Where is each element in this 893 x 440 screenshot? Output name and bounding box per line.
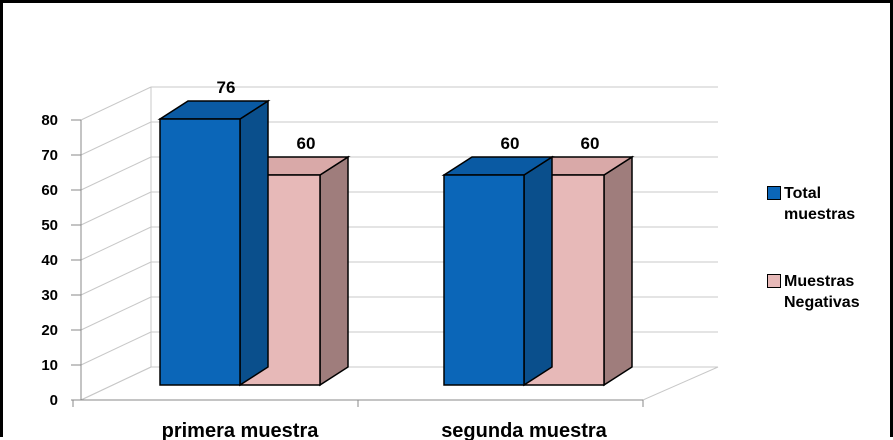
bar-side-face bbox=[523, 155, 553, 387]
gridline bbox=[80, 86, 152, 121]
data-label: 60 bbox=[297, 134, 316, 153]
bar-segunda-muestra-total-muestras bbox=[441, 155, 555, 387]
bar-side-face bbox=[603, 155, 633, 387]
bar-chart: 0 10 20 30 40 50 60 70 80 60 76 60 60 primera muest… bbox=[41, 78, 719, 440]
legend-swatch-total bbox=[767, 186, 781, 200]
gridline bbox=[80, 191, 152, 226]
data-label: 76 bbox=[217, 78, 236, 97]
bar-front-face bbox=[443, 174, 525, 386]
bar-primera-muestra-total-muestras bbox=[157, 99, 271, 387]
legend-label-line: Total bbox=[784, 185, 822, 202]
y-tick-label: 50 bbox=[41, 217, 58, 234]
gridline bbox=[80, 226, 152, 261]
gridline bbox=[80, 296, 152, 331]
data-label: 60 bbox=[501, 134, 520, 153]
y-tick-label: 20 bbox=[41, 322, 58, 339]
y-tick-label: 0 bbox=[50, 392, 58, 409]
y-tick-label: 30 bbox=[41, 287, 58, 304]
bar-front-face bbox=[159, 118, 241, 386]
x-axis-labels: primera muestra segunda muestra bbox=[162, 420, 608, 440]
y-tick-label: 60 bbox=[41, 182, 58, 199]
bar-side-face bbox=[239, 99, 269, 387]
gridline bbox=[80, 366, 152, 401]
bar-side-face bbox=[319, 155, 349, 387]
legend-swatch-negativas bbox=[767, 274, 781, 288]
legend-label-line: muestras bbox=[784, 206, 856, 223]
bars bbox=[157, 99, 635, 387]
y-tick-label: 10 bbox=[41, 357, 58, 374]
y-tick-label: 80 bbox=[41, 112, 58, 129]
legend-label-line: Negativas bbox=[784, 294, 860, 311]
gridline bbox=[80, 156, 152, 191]
y-tick-label: 70 bbox=[41, 147, 58, 164]
gridline bbox=[80, 261, 152, 296]
gridline bbox=[80, 121, 152, 156]
gridline bbox=[80, 331, 152, 366]
legend-label-line: Muestras bbox=[784, 273, 855, 290]
x-category-label: primera muestra bbox=[162, 420, 320, 440]
y-axis: 0 10 20 30 40 50 60 70 80 bbox=[41, 112, 644, 409]
data-labels: 60 76 60 60 bbox=[217, 78, 600, 153]
y-tick-label: 40 bbox=[41, 252, 58, 269]
data-label: 60 bbox=[581, 134, 600, 153]
x-category-label: segunda muestra bbox=[441, 420, 607, 440]
